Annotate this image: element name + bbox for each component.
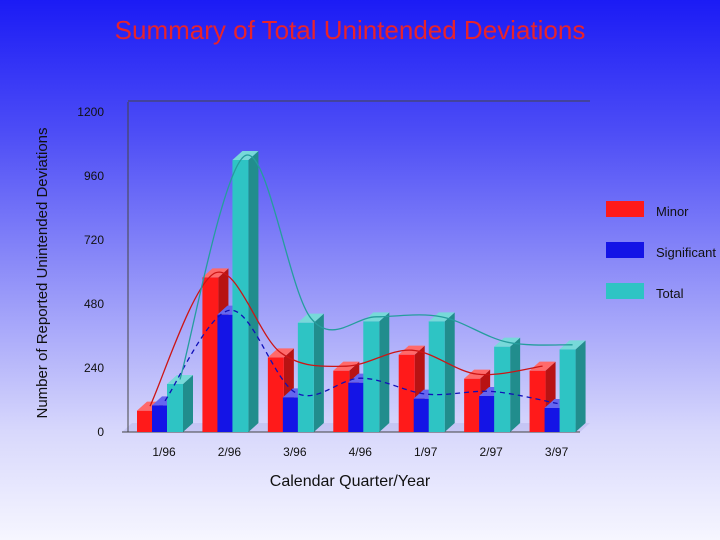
legend-swatch-total (606, 283, 644, 299)
bars-group (137, 151, 586, 432)
y-tick-label: 720 (84, 233, 104, 247)
bar-total-4-96 (363, 312, 390, 432)
tick-labels: 0 240 480 720 960 1200 1/96 2/96 3/96 4/96 1/97 2/9… (77, 105, 568, 459)
chart-title: Summary of Total Unintended Deviations (114, 15, 586, 45)
bar-total-1-97 (428, 312, 455, 432)
trend-curves (149, 154, 573, 407)
trend-line-minor (149, 271, 543, 407)
y-tick-label: 1200 (77, 105, 104, 119)
legend-label-total: Total (656, 286, 684, 301)
y-tick-label: 0 (97, 425, 104, 439)
x-tick-label: 4/96 (349, 445, 373, 459)
legend-label-minor: Minor (656, 204, 689, 219)
x-tick-label: 3/96 (283, 445, 307, 459)
x-tick-label: 3/97 (545, 445, 569, 459)
legend-swatch-minor (606, 201, 644, 217)
bar-total-1-96 (167, 375, 193, 432)
legend: Minor Significant Total (606, 201, 716, 301)
x-axis-title: Calendar Quarter/Year (270, 473, 431, 490)
x-tick-label: 2/96 (218, 445, 242, 459)
y-tick-label: 960 (84, 169, 104, 183)
x-tick-label: 1/97 (414, 445, 438, 459)
y-tick-label: 240 (84, 361, 104, 375)
trend-line-significant (164, 309, 558, 405)
x-tick-label: 2/97 (479, 445, 503, 459)
bar-total-3-97 (559, 340, 586, 432)
y-axis-title: Number of Reported Unintended Deviations (34, 128, 51, 419)
y-tick-label: 480 (84, 297, 104, 311)
bar-total-3-96 (297, 313, 324, 432)
legend-label-significant: Significant (656, 245, 716, 260)
x-tick-label: 1/96 (152, 445, 176, 459)
bar-total-2-96 (232, 151, 259, 432)
bar-total-2-97 (494, 337, 521, 432)
legend-swatch-significant (606, 242, 644, 258)
trend-line-total (179, 154, 573, 380)
